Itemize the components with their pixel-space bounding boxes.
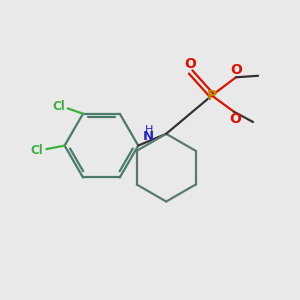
Text: O: O <box>184 57 196 71</box>
Text: Cl: Cl <box>52 100 65 113</box>
Text: Cl: Cl <box>31 144 43 157</box>
Text: O: O <box>230 112 241 126</box>
Text: N: N <box>143 130 154 143</box>
Text: P: P <box>207 88 217 103</box>
Text: H: H <box>145 125 153 135</box>
Text: O: O <box>231 64 242 77</box>
